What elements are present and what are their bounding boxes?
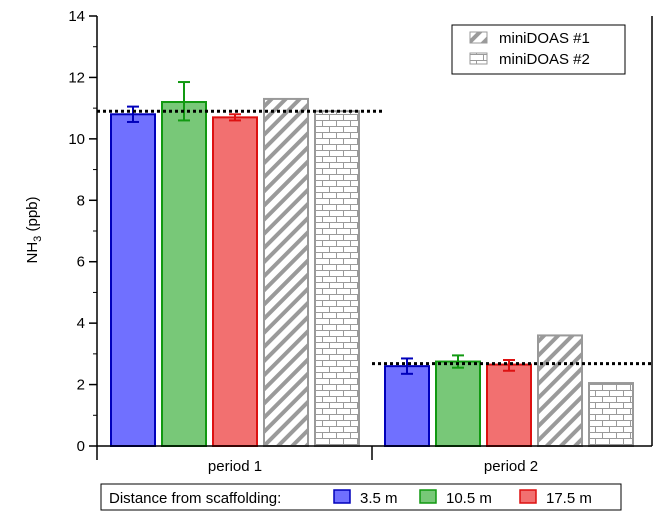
legend-swatch xyxy=(333,489,351,504)
bar xyxy=(486,363,532,448)
bar xyxy=(314,110,360,447)
legend-swatch xyxy=(519,489,537,504)
x-tick-label: period 2 xyxy=(484,458,538,475)
legend-swatch xyxy=(469,31,488,44)
legend-title: Distance from scaffolding: xyxy=(109,490,281,507)
y-tick-label: 6 xyxy=(77,254,85,271)
legend-label: 3.5 m xyxy=(360,490,398,507)
legend-label: miniDOAS #2 xyxy=(499,51,590,68)
y-tick-label: 8 xyxy=(77,192,85,209)
y-tick-label: 4 xyxy=(77,315,85,332)
bar xyxy=(537,334,583,447)
legend-swatch xyxy=(419,489,437,504)
x-tick-label: period 1 xyxy=(208,458,262,475)
bar xyxy=(435,360,481,447)
legend-label: miniDOAS #1 xyxy=(499,30,590,47)
y-tick-label: 2 xyxy=(77,377,85,394)
bar xyxy=(263,97,309,448)
legend-label: 17.5 m xyxy=(546,490,592,507)
legend-label: 10.5 m xyxy=(446,490,492,507)
bar xyxy=(384,365,430,447)
y-tick-label: 0 xyxy=(77,438,85,455)
y-axis-label: NH3 (ppb) xyxy=(24,197,44,264)
bar xyxy=(212,116,258,447)
y-tick-label: 10 xyxy=(68,131,85,148)
bar xyxy=(588,382,634,447)
bar xyxy=(110,113,156,448)
legend-swatch xyxy=(469,52,488,65)
y-tick-label: 14 xyxy=(68,8,85,25)
y-tick-label: 12 xyxy=(68,69,85,86)
bar xyxy=(161,101,207,447)
